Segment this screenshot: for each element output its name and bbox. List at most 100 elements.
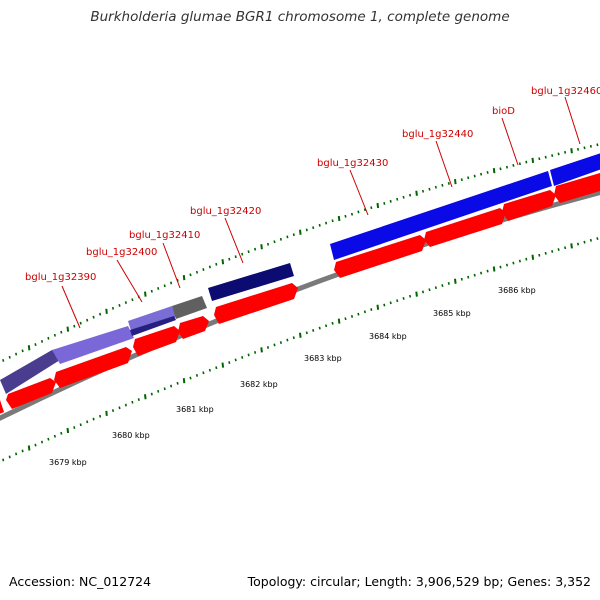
feature-bar-bglu_1g32390[interactable] — [0, 350, 60, 394]
minor-tick — [409, 193, 412, 197]
minor-tick — [150, 392, 153, 396]
gene-label-bglu_1g32460[interactable]: bglu_1g32460 — [531, 86, 600, 97]
major-tick — [531, 157, 535, 164]
major-tick — [454, 178, 457, 185]
minor-tick — [189, 376, 192, 380]
major-tick — [299, 332, 302, 338]
gene-label-bglu_1g32420[interactable]: bglu_1g32420 — [190, 206, 261, 217]
major-tick — [492, 266, 496, 272]
cds-arrow[interactable] — [424, 208, 506, 247]
cds-arrow[interactable] — [0, 400, 4, 418]
minor-tick — [292, 336, 295, 340]
minor-tick — [480, 271, 483, 275]
major-tick — [299, 229, 302, 235]
minor-tick — [86, 420, 89, 424]
major-tick — [221, 362, 225, 368]
minor-tick — [564, 150, 567, 154]
kbp-label: 3679 kbp — [49, 458, 87, 467]
minor-tick — [518, 259, 521, 263]
minor-tick — [357, 210, 360, 214]
minor-tick — [525, 160, 528, 164]
minor-tick — [163, 284, 166, 288]
major-tick — [221, 259, 225, 265]
feature-bar-bglu_1g32400-b[interactable] — [130, 316, 176, 336]
minor-tick — [305, 228, 308, 232]
minor-tick — [596, 143, 599, 147]
minor-tick — [544, 251, 547, 255]
minor-tick — [518, 162, 521, 166]
major-tick — [531, 254, 535, 260]
minor-tick — [34, 443, 37, 447]
minor-tick — [215, 366, 218, 370]
feature-track — [0, 150, 600, 394]
gene-label-bglu_1g32440[interactable]: bglu_1g32440 — [402, 129, 473, 140]
kbp-label: 3682 kbp — [240, 380, 278, 389]
minor-tick — [15, 452, 18, 456]
cds-arrow[interactable] — [502, 190, 556, 221]
gene-label-bglu_1g32390[interactable]: bglu_1g32390 — [25, 272, 96, 283]
minor-tick — [370, 206, 373, 210]
gene-label-bglu_1g32400[interactable]: bglu_1g32400 — [86, 247, 157, 258]
gene-label-bglu_1g32410[interactable]: bglu_1g32410 — [129, 230, 200, 241]
minor-tick — [589, 144, 592, 148]
cds-arrow[interactable] — [54, 347, 132, 388]
minor-tick — [467, 176, 470, 180]
minor-tick — [312, 329, 315, 332]
minor-tick — [396, 197, 399, 201]
cds-arrow[interactable] — [334, 235, 426, 278]
gene-label-lines — [61, 96, 581, 329]
minor-tick — [176, 381, 179, 385]
minor-tick — [208, 265, 211, 269]
major-tick — [105, 410, 108, 416]
minor-tick — [434, 185, 437, 189]
minor-tick — [505, 263, 509, 267]
gene-label-bglu_1g32430[interactable]: bglu_1g32430 — [317, 158, 388, 169]
minor-tick — [99, 312, 102, 316]
gene-label-bioD[interactable]: bioD — [492, 106, 515, 117]
gene-labels: bglu_1g32390 bglu_1g32400 bglu_1g32410 b… — [25, 86, 600, 283]
cds-arrow[interactable] — [133, 326, 180, 356]
minor-tick — [512, 261, 515, 265]
minor-tick — [402, 195, 405, 199]
minor-tick — [318, 223, 321, 227]
cds-arrow[interactable] — [178, 316, 209, 339]
minor-tick — [234, 255, 237, 259]
minor-tick — [202, 371, 205, 375]
minor-tick — [208, 368, 211, 372]
minor-tick — [409, 294, 412, 298]
minor-tick — [189, 273, 192, 277]
major-tick — [415, 190, 418, 196]
minor-tick — [228, 257, 231, 261]
feature-bar-bglu_1g32430[interactable] — [330, 171, 552, 260]
feature-bar-bglu_1g32390-b[interactable] — [52, 326, 134, 364]
minor-tick — [583, 146, 586, 150]
minor-tick — [583, 240, 586, 244]
minor-tick — [150, 289, 153, 293]
minor-tick — [318, 326, 321, 330]
cds-arrow[interactable] — [214, 283, 298, 324]
minor-tick — [421, 290, 425, 294]
minor-tick — [596, 237, 599, 240]
major-tick — [570, 148, 573, 154]
major-tick — [376, 304, 380, 310]
major-tick — [144, 394, 147, 400]
minor-tick — [99, 414, 102, 418]
feature-bar-bglu_1g32410[interactable] — [172, 296, 207, 319]
minor-tick — [350, 212, 354, 216]
minor-tick — [344, 317, 347, 321]
minor-tick — [557, 152, 560, 156]
feature-bar-bglu_1g32420[interactable] — [208, 263, 294, 301]
cds-arrow[interactable] — [554, 170, 600, 203]
minor-tick — [86, 318, 89, 322]
minor-tick — [576, 242, 580, 246]
minor-tick — [525, 257, 528, 261]
minor-tick — [254, 247, 257, 251]
minor-tick — [73, 324, 76, 328]
minor-tick — [460, 277, 463, 281]
minor-tick — [234, 358, 237, 362]
minor-tick — [551, 250, 554, 253]
cds-arrow[interactable] — [6, 378, 56, 409]
feature-bar-bglu_1g32460[interactable] — [550, 150, 600, 186]
major-tick — [454, 278, 457, 284]
minor-tick — [447, 282, 450, 285]
